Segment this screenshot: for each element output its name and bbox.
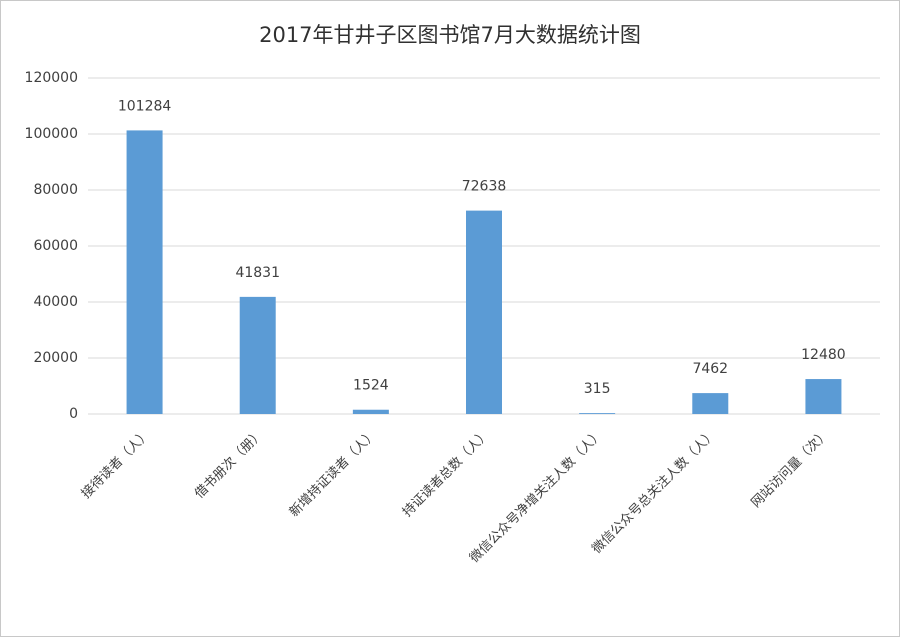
bar [466,210,502,414]
data-label: 12480 [801,347,846,363]
bar [126,130,163,415]
y-tick-label: 40000 [33,294,78,310]
y-tick-label: 120000 [25,70,78,86]
data-label: 7462 [692,361,728,377]
data-label: 41831 [235,265,280,281]
data-label: 1524 [353,378,389,394]
chart-title: 2017年甘井子区图书馆7月大数据统计图 [259,23,641,47]
y-tick-label: 60000 [33,238,78,254]
bar [239,296,276,414]
bar [579,413,616,414]
bar [352,409,389,414]
bar [805,379,842,414]
data-label: 101284 [118,98,172,114]
y-tick-label: 20000 [33,350,78,366]
bar [692,393,729,414]
y-tick-label: 0 [69,406,78,422]
data-label: 315 [584,381,611,397]
data-label: 72638 [462,179,507,195]
y-tick-label: 100000 [25,126,78,142]
y-tick-label: 80000 [33,182,78,198]
